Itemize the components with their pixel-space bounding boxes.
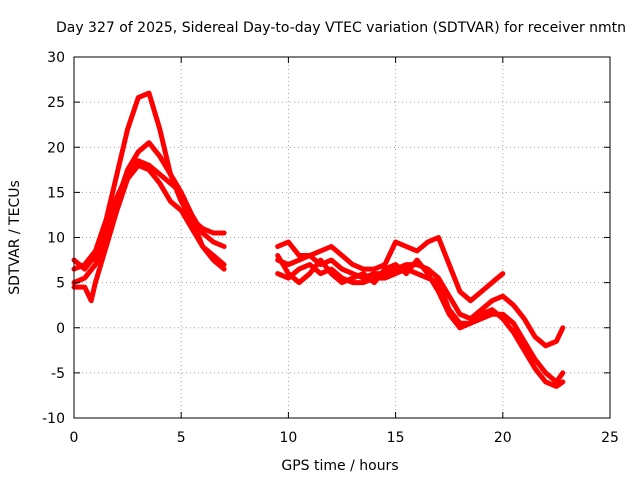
series-line-track-4 <box>71 162 227 304</box>
y-tick-label: 5 <box>56 276 65 292</box>
series-line-track-2 <box>71 140 227 286</box>
y-tick-label: 10 <box>47 231 65 247</box>
y-tick-label: 0 <box>56 321 65 337</box>
x-tick-label: 25 <box>601 430 619 446</box>
y-tick-label: 30 <box>47 50 65 66</box>
x-tick-label: 0 <box>70 430 79 446</box>
y-tick-label: -5 <box>51 366 65 382</box>
axis-ticks: 0 5 10 15 20 25 -10 -5 0 5 10 15 20 25 30 <box>42 50 619 446</box>
y-axis-label: SDTVAR / TECUs <box>7 180 23 295</box>
y-tick-label: -10 <box>42 411 65 427</box>
x-axis-label: GPS time / hours <box>281 458 398 474</box>
x-tick-label: 15 <box>387 430 405 446</box>
y-tick-label: 25 <box>47 95 65 111</box>
x-tick-label: 5 <box>177 430 186 446</box>
series-line-track-7 <box>275 262 566 385</box>
y-tick-label: 20 <box>47 140 65 156</box>
data-series <box>71 90 566 389</box>
x-tick-label: 20 <box>494 430 512 446</box>
chart-title: Day 327 of 2025, Sidereal Day-to-day VTE… <box>56 20 626 36</box>
y-tick-label: 15 <box>47 185 65 201</box>
series-line-track-8 <box>275 253 566 389</box>
x-tick-label: 10 <box>279 430 297 446</box>
series-line-track-5 <box>275 235 506 304</box>
